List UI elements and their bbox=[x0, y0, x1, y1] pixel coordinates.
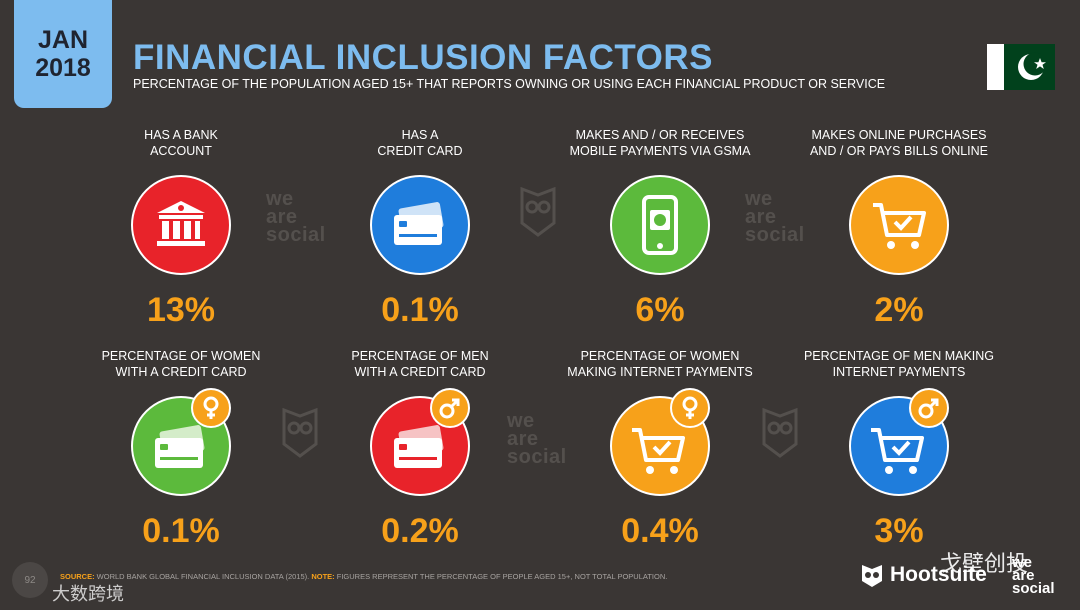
source-label: SOURCE: bbox=[60, 572, 95, 581]
bank-icon bbox=[131, 175, 231, 275]
stat-online-purchases: MAKES ONLINE PURCHASES AND / OR PAYS BIL… bbox=[779, 127, 1019, 330]
stat-value: 13% bbox=[146, 291, 216, 329]
stat-value: 0.4% bbox=[621, 512, 699, 550]
source-text: WORLD BANK GLOBAL FINANCIAL INCLUSION DA… bbox=[94, 572, 312, 581]
we-are-social-watermark: we are social bbox=[507, 410, 567, 468]
overlay-watermark-text: 戈壁创投 bbox=[940, 551, 1029, 576]
credit-card-icon bbox=[370, 175, 470, 275]
stat-label-line1: HAS A bbox=[401, 128, 439, 142]
stat-value: 2% bbox=[874, 291, 924, 329]
stat-label-line2: WITH A CREDIT CARD bbox=[115, 365, 247, 379]
stat-label-line1: MAKES AND / OR RECEIVES bbox=[575, 128, 745, 142]
stat-men-internet-payments: PERCENTAGE OF MEN MAKING INTERNET PAYMEN… bbox=[779, 348, 1019, 551]
mobile-payment-icon bbox=[610, 175, 710, 275]
stat-label-line2: WITH A CREDIT CARD bbox=[354, 365, 486, 379]
date-year: 2018 bbox=[35, 54, 91, 82]
stat-label-line2: AND / OR PAYS BILLS ONLINE bbox=[809, 144, 989, 158]
stat-mobile-payments: MAKES AND / OR RECEIVES MOBILE PAYMENTS … bbox=[540, 127, 780, 330]
stat-value: 0.2% bbox=[381, 512, 459, 550]
stat-value: 0.1% bbox=[381, 291, 459, 329]
stat-label-line2: INTERNET PAYMENTS bbox=[832, 365, 966, 379]
stat-label-line1: PERCENTAGE OF WOMEN bbox=[101, 349, 261, 363]
note-text: FIGURES REPRESENT THE PERCENTAGE OF PEOP… bbox=[334, 572, 668, 581]
page-title: FINANCIAL INCLUSION FACTORS bbox=[133, 38, 713, 77]
stat-women-credit-card: PERCENTAGE OF WOMEN WITH A CREDIT CARD 0… bbox=[61, 348, 301, 551]
hootsuite-logo: Hootsuite bbox=[890, 563, 987, 586]
footer-source-note: SOURCE: WORLD BANK GLOBAL FINANCIAL INCL… bbox=[60, 572, 667, 581]
note-label: NOTE: bbox=[311, 572, 335, 581]
page-subtitle: PERCENTAGE OF THE POPULATION AGED 15+ TH… bbox=[133, 77, 886, 91]
stat-label-line1: MAKES ONLINE PURCHASES bbox=[811, 128, 987, 142]
female-icon bbox=[670, 388, 710, 428]
stat-label-line2: ACCOUNT bbox=[150, 144, 212, 158]
shopping-cart-icon bbox=[849, 175, 949, 275]
stat-label-line2: CREDIT CARD bbox=[377, 144, 463, 158]
stat-value: 0.1% bbox=[142, 512, 220, 550]
stat-label-line1: PERCENTAGE OF MEN bbox=[351, 349, 489, 363]
credit-card-icon bbox=[131, 396, 231, 496]
we-are-social-watermark: we are social bbox=[266, 188, 326, 246]
stat-label-line2: MOBILE PAYMENTS VIA GSMA bbox=[569, 144, 751, 158]
male-icon bbox=[909, 388, 949, 428]
date-month: JAN bbox=[37, 26, 88, 54]
page-number: 92 bbox=[12, 562, 48, 598]
stat-women-internet-payments: PERCENTAGE OF WOMEN MAKING INTERNET PAYM… bbox=[540, 348, 780, 551]
stat-men-credit-card: PERCENTAGE OF MEN WITH A CREDIT CARD 0.2… bbox=[300, 348, 540, 551]
stat-value: 6% bbox=[635, 291, 685, 329]
we-are-social-watermark: we are social bbox=[745, 188, 805, 246]
we-are-social-logo: we are social bbox=[1012, 554, 1055, 597]
stat-bank-account: HAS A BANK ACCOUNT 13% bbox=[61, 127, 301, 330]
overlay-watermark-text: 大数跨境 bbox=[52, 584, 124, 604]
male-icon bbox=[430, 388, 470, 428]
stat-label-line2: MAKING INTERNET PAYMENTS bbox=[567, 365, 753, 379]
date-tab: JAN 2018 bbox=[14, 0, 112, 108]
stat-credit-card: HAS A CREDIT CARD 0.1% bbox=[300, 127, 540, 330]
stat-label-line1: PERCENTAGE OF WOMEN bbox=[580, 349, 740, 363]
pakistan-flag-icon bbox=[987, 44, 1055, 90]
hootsuite-owl-icon bbox=[862, 565, 882, 587]
owl-watermark-icon bbox=[762, 408, 798, 458]
owl-watermark-icon bbox=[282, 408, 318, 458]
stat-label-line1: PERCENTAGE OF MEN MAKING bbox=[803, 349, 995, 363]
stat-value: 3% bbox=[874, 512, 924, 550]
stat-label-line1: HAS A BANK bbox=[144, 128, 218, 142]
owl-watermark-icon bbox=[520, 187, 556, 237]
female-icon bbox=[191, 388, 231, 428]
